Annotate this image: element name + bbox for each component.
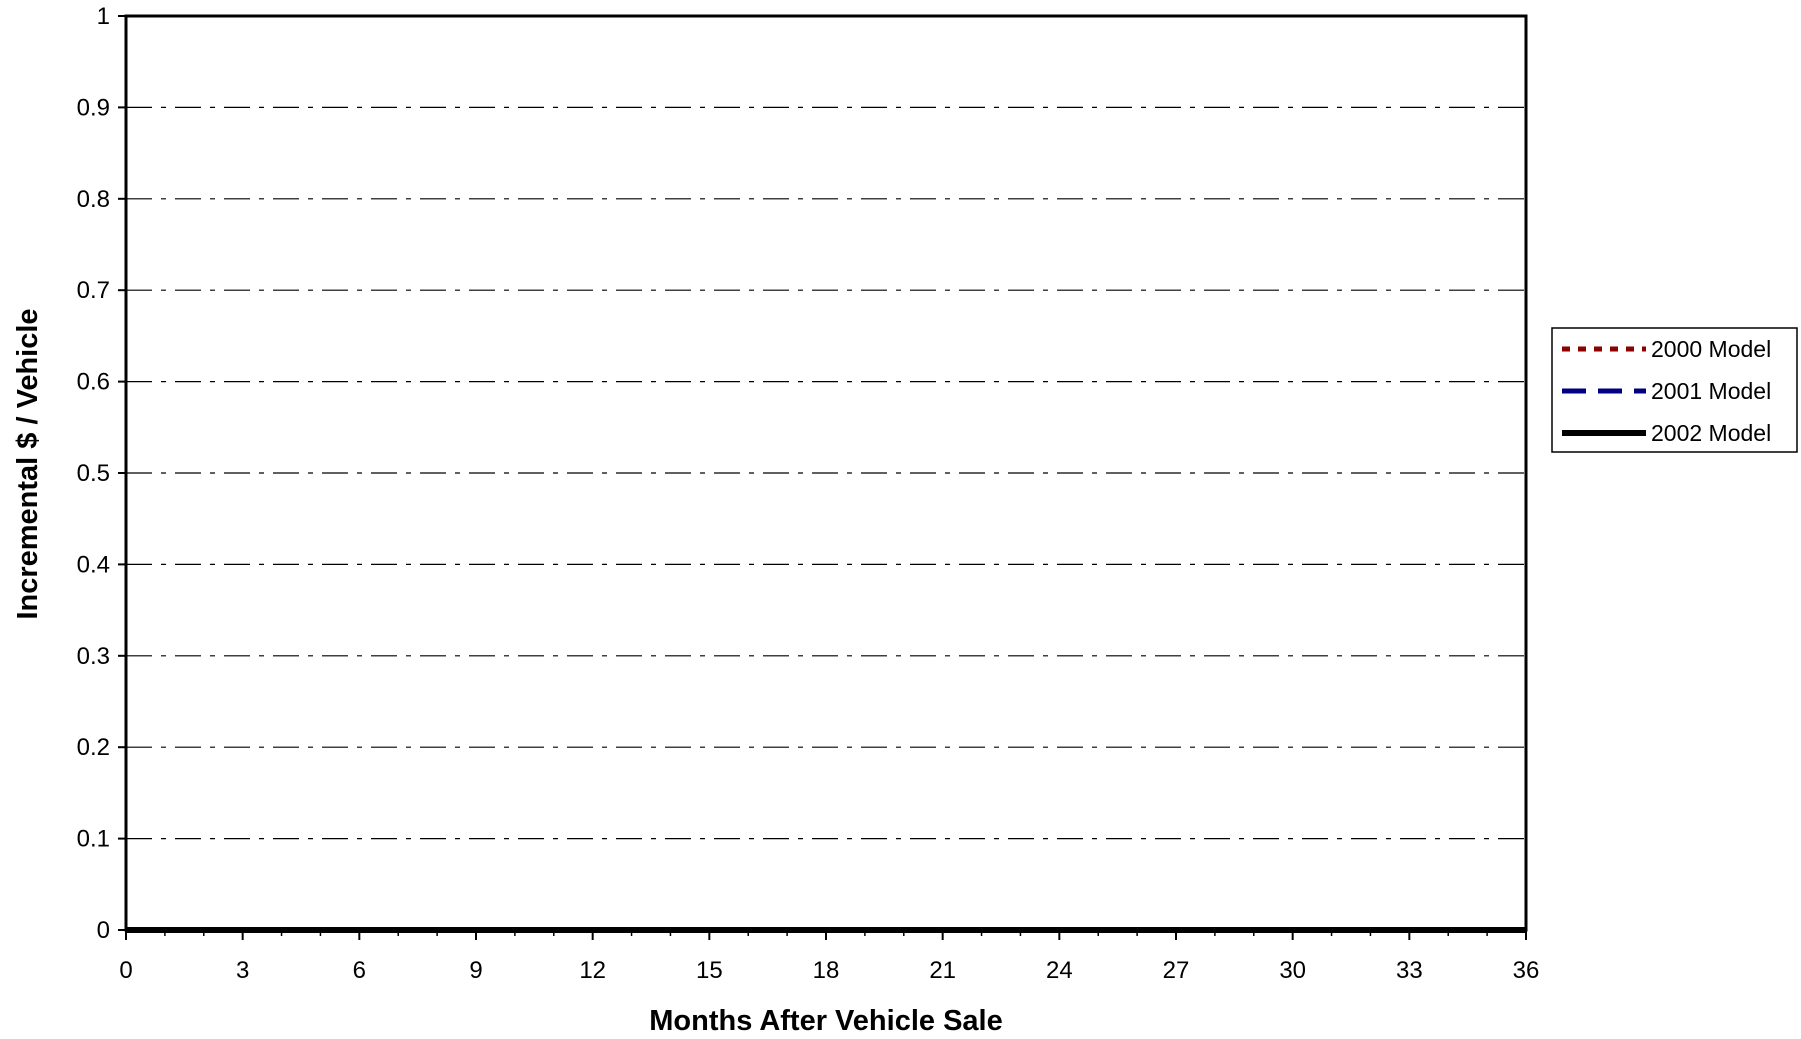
x-tick-label: 33 (1396, 957, 1423, 984)
y-tick-label: 0.4 (77, 551, 110, 578)
y-tick-label: 0.6 (77, 369, 110, 396)
y-tick-label: 0.9 (77, 94, 110, 121)
y-tick-label: 0.5 (77, 460, 110, 487)
x-axis: 0 3 6 9 12 15 18 21 24 27 30 33 36 (119, 930, 1539, 984)
legend-items: 2000 Model 2001 Model 2002 Model (1562, 336, 1771, 446)
x-axis-title: Months After Vehicle Sale (649, 1005, 1002, 1034)
legend-label: 2000 Model (1651, 336, 1771, 362)
y-tick-label: 0.7 (77, 277, 110, 304)
legend-label: 2002 Model (1651, 420, 1771, 446)
x-tick-label: 15 (696, 957, 723, 984)
x-tick-label: 27 (1163, 957, 1190, 984)
x-tick-label: 36 (1513, 957, 1540, 984)
y-tick-label: 1 (97, 3, 110, 30)
x-tick-label: 9 (469, 957, 482, 984)
x-tick-label: 6 (353, 957, 366, 984)
x-tick-label: 3 (236, 957, 249, 984)
y-tick-label: 0.8 (77, 186, 110, 213)
y-tick-label: 0.3 (77, 643, 110, 670)
legend-label: 2001 Model (1651, 378, 1771, 404)
x-tick-label: 12 (579, 957, 606, 984)
y-axis: 0 0.1 0.2 0.3 0.4 0.5 0.6 0.7 0.8 0.9 1 (77, 3, 126, 944)
x-tick-label: 0 (119, 957, 132, 984)
y-tick-label: 0.2 (77, 734, 110, 761)
x-tick-label: 24 (1046, 957, 1073, 984)
gridlines (126, 106, 1526, 840)
y-tick-label: 0 (97, 917, 110, 944)
x-tick-label: 18 (813, 957, 840, 984)
legend: 2000 Model 2001 Model 2002 Model (1551, 327, 1798, 453)
x-tick-label: 30 (1279, 957, 1306, 984)
y-tick-label: 0.1 (77, 826, 110, 853)
y-axis-title: Incremental $ / Vehicle (12, 308, 44, 619)
x-tick-label: 21 (929, 957, 956, 984)
